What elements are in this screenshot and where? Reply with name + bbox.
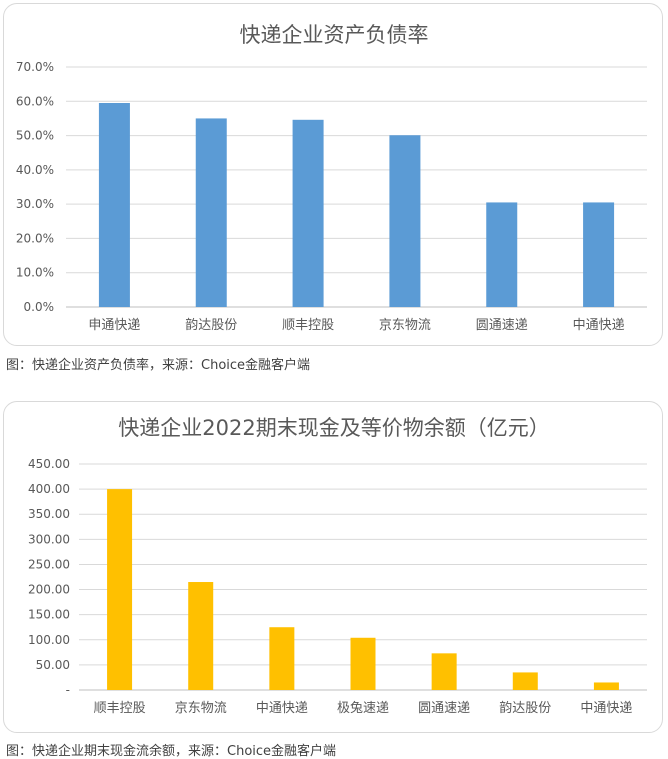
x-tick-label: 京东物流	[175, 701, 227, 716]
bar	[98, 103, 130, 307]
bar	[292, 119, 324, 307]
x-tick-label: 京东物流	[379, 318, 431, 333]
y-tick-label: 150.00	[28, 608, 70, 622]
y-tick-label: 70.0%	[16, 60, 54, 74]
y-tick-label: 40.0%	[16, 163, 54, 177]
chart-card-cash-balance: 快递企业2022期末现金及等价物余额（亿元） - 50.00 100.00 150.00…	[3, 401, 663, 733]
chart1-caption: 图：快递企业资产负债率，来源：Choice金融客户端	[6, 358, 311, 373]
y-tick-label: -	[66, 683, 70, 697]
debt-ratio-chart: 快递企业资产负债率 0.0% 10.0% 20.0% 30.0% 40.0% 50.0% 60…	[16, 23, 647, 333]
bar	[107, 489, 133, 690]
x-tick-label: 顺丰控股	[282, 318, 334, 333]
bar	[350, 637, 376, 690]
y-tick-label: 50.00	[36, 658, 70, 672]
y-tick-label: 20.0%	[16, 231, 54, 245]
cash-balance-chart: 快递企业2022期末现金及等价物余额（亿元） - 50.00 100.00 150.00…	[28, 416, 647, 716]
x-tick-label: 中通快递	[573, 318, 625, 333]
y-tick-label: 100.00	[28, 633, 70, 647]
y-tick-label: 0.0%	[24, 300, 55, 314]
bar	[583, 202, 615, 307]
bar	[593, 682, 619, 690]
x-tick-label: 申通快递	[88, 318, 140, 333]
chart-card-debt-ratio: 快递企业资产负债率 0.0% 10.0% 20.0% 30.0% 40.0% 50.0% 60…	[3, 3, 663, 346]
x-tick-label: 极兔速递	[337, 701, 389, 716]
x-tick-label: 顺丰控股	[94, 701, 146, 716]
x-tick-label: 韵达股份	[499, 701, 551, 716]
bar	[512, 672, 538, 690]
x-tick-label: 圆通速递	[476, 318, 528, 333]
y-tick-label: 30.0%	[16, 197, 54, 211]
y-tick-label: 60.0%	[16, 94, 54, 108]
chart-title: 快递企业资产负债率	[240, 23, 429, 47]
x-tick-label: 中通快递	[580, 701, 632, 716]
y-tick-label: 50.0%	[16, 129, 54, 143]
y-tick-label: 300.00	[28, 532, 70, 546]
bar	[188, 582, 214, 690]
bar	[431, 653, 457, 690]
y-tick-label: 10.0%	[16, 266, 54, 280]
y-tick-label: 250.00	[28, 557, 70, 571]
bar	[195, 118, 227, 307]
chart2-caption: 图：快递企业期末现金流余额，来源：Choice金融客户端	[6, 744, 337, 759]
y-tick-label: 400.00	[28, 482, 70, 496]
x-tick-label: 圆通速递	[418, 701, 470, 716]
y-tick-label: 350.00	[28, 507, 70, 521]
bar	[269, 627, 295, 690]
x-tick-label: 韵达股份	[185, 318, 237, 333]
y-tick-label: 200.00	[28, 583, 70, 597]
bar	[486, 202, 518, 307]
y-tick-label: 450.00	[28, 457, 70, 471]
bar	[389, 135, 421, 307]
chart-title: 快递企业2022期末现金及等价物余额（亿元）	[118, 416, 549, 440]
x-tick-label: 中通快递	[256, 701, 308, 716]
